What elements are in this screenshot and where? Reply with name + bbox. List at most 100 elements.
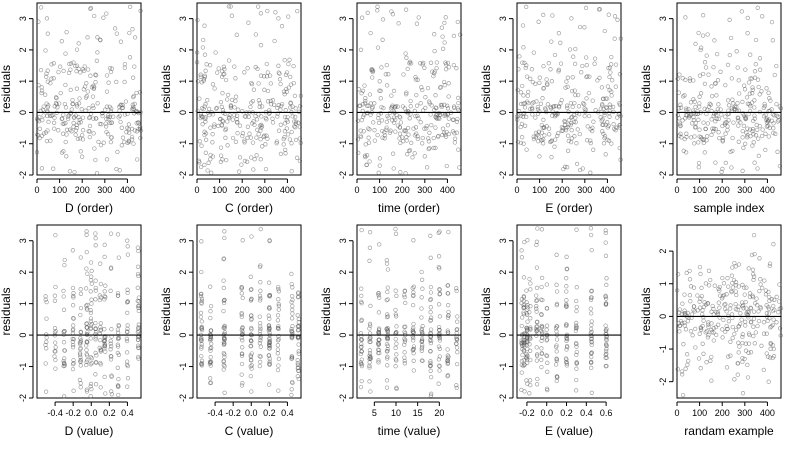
residual-point xyxy=(752,116,757,121)
residual-point xyxy=(199,298,204,304)
residual-point xyxy=(104,104,110,109)
residual-point xyxy=(396,21,401,26)
residual-point xyxy=(265,88,271,94)
x-axis-label: time (order) xyxy=(378,201,440,215)
residual-point xyxy=(221,359,226,364)
residual-point xyxy=(210,154,216,159)
point-cloud xyxy=(514,4,624,175)
residual-point xyxy=(298,93,304,99)
residual-point xyxy=(219,68,225,74)
residual-point xyxy=(51,76,56,81)
residual-point xyxy=(263,142,268,147)
residual-point xyxy=(528,382,533,388)
residual-point xyxy=(52,354,57,359)
residual-point xyxy=(437,354,443,359)
residual-point xyxy=(267,340,272,346)
residual-point xyxy=(376,170,381,175)
residual-point xyxy=(240,295,245,301)
residual-point xyxy=(52,293,58,298)
residual-point xyxy=(515,139,521,145)
y-tick-label: 3 xyxy=(338,16,348,21)
residual-point xyxy=(397,136,402,141)
residual-point xyxy=(234,32,239,37)
residual-point xyxy=(114,79,119,85)
residual-point xyxy=(108,69,114,75)
residual-point xyxy=(564,304,569,309)
residual-point xyxy=(289,327,294,332)
residual-point xyxy=(589,390,594,395)
residual-point xyxy=(55,105,60,110)
residual-point xyxy=(290,293,295,299)
residual-point xyxy=(266,313,271,318)
residual-point xyxy=(260,144,265,149)
residual-point xyxy=(402,294,407,300)
residual-point xyxy=(284,70,290,75)
residual-point xyxy=(564,336,570,342)
residual-point xyxy=(202,52,208,57)
y-tick-label: 1 xyxy=(178,79,188,84)
residual-point xyxy=(534,326,539,332)
residual-point xyxy=(558,40,563,45)
residual-point xyxy=(714,116,719,121)
residual-point xyxy=(102,242,107,248)
residual-point xyxy=(589,342,594,348)
y-tick-label: 3 xyxy=(178,238,188,243)
residual-point xyxy=(433,105,438,110)
residual-point xyxy=(218,99,224,105)
residual-point xyxy=(576,104,582,109)
residual-point xyxy=(428,318,433,323)
residual-point xyxy=(367,245,373,250)
residual-point xyxy=(402,355,407,360)
residual-point xyxy=(51,120,57,125)
residual-point xyxy=(428,393,434,398)
residual-point xyxy=(92,13,97,19)
residual-point xyxy=(245,66,250,71)
y-axis-label: residuals xyxy=(159,65,173,113)
residual-point xyxy=(394,324,399,329)
residual-point xyxy=(537,154,542,159)
residual-point xyxy=(688,135,694,140)
residual-point xyxy=(296,109,302,114)
residual-point xyxy=(604,276,609,281)
residual-point xyxy=(545,102,551,107)
residual-point xyxy=(712,38,717,43)
residual-point xyxy=(410,302,416,308)
residual-point xyxy=(371,120,376,125)
residual-point xyxy=(716,286,721,291)
residual-point xyxy=(376,291,381,296)
residual-point xyxy=(77,341,83,347)
y-tick-label: 2 xyxy=(18,47,28,52)
residual-point xyxy=(125,287,130,292)
residual-point xyxy=(761,105,766,111)
residual-point xyxy=(276,297,281,302)
y-tick-label: 2 xyxy=(658,249,668,254)
residual-point xyxy=(420,324,425,329)
residual-point xyxy=(41,104,46,109)
residual-point xyxy=(64,154,69,159)
residual-point xyxy=(534,293,539,298)
residual-point xyxy=(682,292,687,297)
residual-point xyxy=(394,293,399,298)
residual-point xyxy=(429,391,434,396)
y-tick-label: 0 xyxy=(658,314,668,319)
residual-point xyxy=(519,370,524,375)
residual-point xyxy=(289,271,294,277)
residual-point xyxy=(199,80,204,85)
residual-point xyxy=(199,296,205,301)
residual-point xyxy=(266,280,272,285)
residual-point xyxy=(107,65,113,71)
y-tick-label: -2 xyxy=(498,394,508,402)
residual-point xyxy=(429,122,434,128)
residual-point xyxy=(288,74,293,80)
residual-point xyxy=(728,35,734,41)
y-tick-label: 1 xyxy=(18,79,28,84)
residual-point xyxy=(413,75,418,80)
residual-point xyxy=(754,296,759,301)
residual-point xyxy=(775,149,780,154)
residual-point xyxy=(412,133,418,138)
residual-point xyxy=(367,337,372,342)
residual-point xyxy=(115,232,121,237)
residual-point xyxy=(267,362,272,367)
residual-point xyxy=(393,336,398,342)
residual-point xyxy=(552,104,557,109)
